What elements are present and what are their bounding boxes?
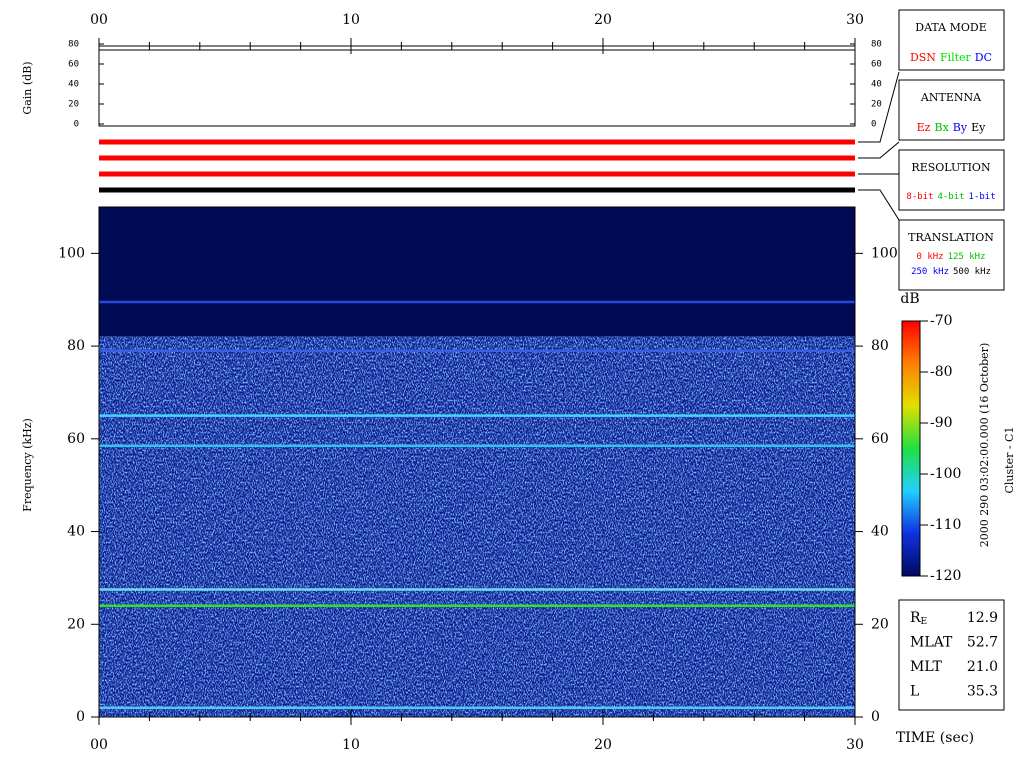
x-tick-label: 20 [594,737,612,753]
y-tick-label: 20 [871,616,889,632]
y-tick-label: 40 [68,80,79,90]
spacecraft: Cluster - C1 [1003,427,1016,494]
x-tick-label: 00 [90,737,108,753]
quiet-region [99,207,855,337]
orbit-label-text: R [910,610,921,626]
panel-item: 125 kHz [948,252,986,262]
panel-items: Ez Bx By Ey [917,121,986,134]
panel-items: 250 kHz 500 kHz [911,267,991,277]
orbit-value: 21.0 [967,659,998,675]
y-tick-label: 0 [76,709,85,725]
orbit-label: L [910,684,919,700]
panel-item: 500 kHz [953,267,991,277]
colorbar-title: dB [900,291,919,307]
panel-item: 4-bit [937,192,964,202]
x-tick-label: 20 [594,12,612,28]
colorbar-tick-label: -110 [930,517,961,533]
orbit-label-sub: E [921,617,928,627]
noise-texture [99,336,855,717]
x-tick-label: 10 [342,737,360,753]
orbit-label: MLAT [910,635,953,651]
panel-item: Ez [917,121,931,134]
colorbar-tick-label: -80 [930,364,953,380]
orbit-label: MLT [910,659,942,675]
panel-title: RESOLUTION [911,161,991,174]
y-tick-label: 80 [67,338,85,354]
panel-box [898,149,1005,211]
orbit-label-text: L [910,684,919,700]
y-tick-label: 100 [871,245,898,261]
y-tick-label: 80 [68,40,79,50]
y-axis-label: Gain (dB) [21,61,34,114]
y-tick-label: 0 [871,709,880,725]
panel-box [898,219,1005,291]
panel-box [898,79,1005,141]
x-tick-label: 00 [90,12,108,28]
panel-items: 0 kHz 125 kHz [916,252,985,262]
colorbar-tick-label: -100 [930,466,961,482]
y-tick-label: 100 [58,245,85,261]
orbit-value: 52.7 [967,635,998,651]
orbit-label: RE [910,610,927,627]
panel-item: 0 kHz [916,252,943,262]
panel-item: Ey [971,121,986,134]
panel-item: By [953,121,968,134]
panel-item: DSN [910,51,936,64]
y-tick-label: 0 [74,120,79,130]
panel-items: 8-bit 4-bit 1-bit [906,192,995,202]
panel-title: TRANSLATION [908,231,994,244]
panel-box [898,9,1005,71]
y-tick-label: 0 [871,120,876,130]
y-tick-label: 60 [871,431,889,447]
y-tick-label: 80 [871,338,889,354]
orbit-label-text: MLAT [910,635,953,651]
panel-item: 250 kHz [911,267,949,277]
connector [858,189,900,221]
x-axis-label: TIME (sec) [896,730,974,746]
x-tick-label: 30 [846,12,864,28]
connector [858,71,900,143]
y-tick-label: 40 [871,524,889,540]
y-tick-label: 20 [68,100,79,110]
panel-item: 1-bit [969,192,996,202]
colorbar-tick-label: -120 [930,568,961,584]
y-tick-label: 20 [67,616,85,632]
colorbar [901,320,921,577]
x-tick-label: 30 [846,737,864,753]
orbit-value: 12.9 [967,610,998,626]
y-tick-label: 60 [68,60,79,70]
panel-items: DSN Filter DC [910,51,992,64]
panel-box [898,599,1005,711]
y-tick-label: 20 [871,100,882,110]
panel-item: 8-bit [906,192,933,202]
panel-item: Bx [934,121,949,134]
y-tick-label: 40 [871,80,882,90]
orbit-value: 35.3 [967,684,998,700]
connector [858,141,900,159]
colorbar-tick-label: -70 [930,313,953,329]
y-tick-label: 60 [67,431,85,447]
timestamp: 2000 290 03:02:00.000 (16 October) [978,343,991,547]
panel-title: ANTENNA [920,91,982,104]
plot-frame [98,49,856,127]
panel-item: DC [975,51,992,64]
panel-title: DATA MODE [915,21,986,34]
panel-item: Filter [940,51,972,64]
orbit-label-text: MLT [910,659,942,675]
y-axis-label: Frequency (kHz) [21,418,34,512]
x-tick-label: 10 [342,12,360,28]
colorbar-tick-label: -90 [930,415,953,431]
y-tick-label: 40 [67,524,85,540]
y-tick-label: 60 [871,60,882,70]
y-tick-label: 80 [871,40,882,50]
plot-frame [98,206,856,718]
